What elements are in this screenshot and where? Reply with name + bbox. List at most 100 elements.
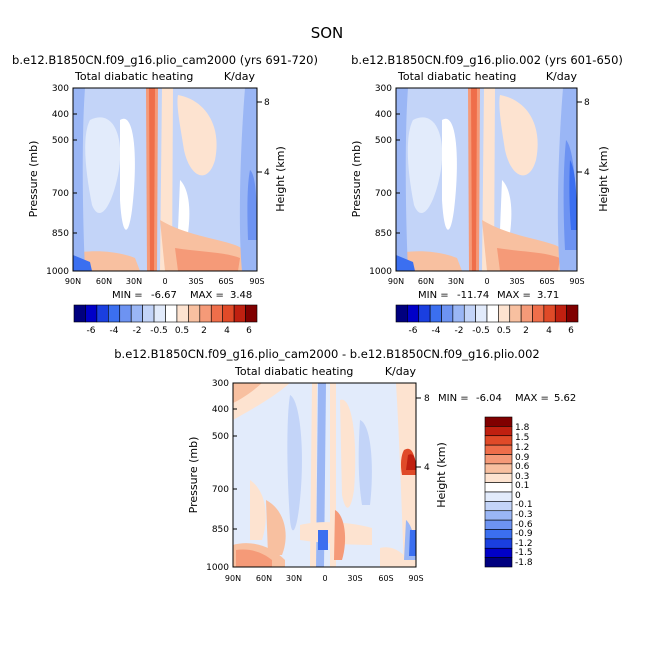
panel-2-cbar-label-5: 2	[523, 326, 529, 336]
panel-3-xtick-90n: 90N	[225, 574, 241, 583]
panel-1-field	[73, 88, 257, 271]
cbar2-swatch-13	[543, 304, 556, 323]
cbar2-swatch-11	[520, 304, 533, 323]
panel-1-xtick-60n: 60N	[96, 277, 112, 286]
panel-1-rtick-4: 4	[264, 168, 270, 178]
cbar1-swatch-8	[165, 304, 178, 323]
cbar1-swatch-4	[119, 304, 132, 323]
cbar3-swatch-9	[484, 501, 513, 512]
panel-1-frame	[72, 87, 258, 272]
cbar1-swatch-5	[130, 304, 143, 323]
cbar1-swatch-6	[142, 304, 155, 323]
panel-1-max-label: MAX =	[190, 290, 224, 301]
panel-3-max-label: MAX =	[515, 393, 549, 404]
panel-3-xtick-0: 0	[322, 574, 327, 583]
panel-1-ytick-400: 400	[52, 110, 69, 120]
panel-1-ytick-700: 700	[52, 189, 69, 199]
cbar2-swatch-3	[429, 304, 442, 323]
panel-1-min-label: MIN =	[112, 290, 143, 301]
panel-1-xtick-30s: 30S	[188, 277, 203, 286]
cbar3-swatch-14	[484, 547, 513, 558]
cbar3-swatch-11	[484, 519, 513, 530]
cbar3-swatch-13	[484, 538, 513, 549]
cbar3-swatch-4	[484, 454, 513, 465]
panel-1-max-value: 3.48	[230, 290, 252, 301]
panel-3-right-axis: 8 4	[416, 394, 430, 473]
panel-2-ylabel-right: Height (km)	[597, 146, 610, 212]
panel-3-cbar-label-11: -0.9	[515, 529, 533, 539]
panel-3-cbar-label-5: 0.3	[515, 472, 529, 482]
cbar3-swatch-15	[484, 557, 513, 568]
cbar1-swatch-13	[222, 304, 235, 323]
panel-3-ytick-400: 400	[212, 405, 229, 415]
panel-3-cbar-label-3: 0.9	[515, 453, 530, 463]
panel-2-xtick-30s: 30S	[509, 277, 524, 286]
panel-2-xtick-90n: 90N	[388, 277, 404, 286]
panel-3-rtick-4: 4	[424, 463, 430, 473]
panel-2-xtick-60n: 60N	[418, 277, 434, 286]
panel-2-rtick-8: 8	[584, 98, 590, 108]
panel-2-colorbar-labels: -6 -4 -2 -0.5 0.5 2 4 6	[409, 326, 575, 336]
panel-1-cbar-label-7: 6	[246, 326, 252, 336]
panel-3-cbar-label-8: -0.1	[515, 500, 533, 510]
panel-3-y-axis: 300 400 500 700 850 1000	[206, 379, 237, 573]
panel-3-colorbar	[484, 416, 513, 568]
cbar3-swatch-3	[484, 444, 513, 455]
panel-1-colorbar-labels: -6 -4 -2 -0.5 0.5 2 4 6	[87, 326, 253, 336]
panel-3-min-label: MIN =	[438, 393, 469, 404]
panel-2-x-axis: 90N 60N 30N 0 30S 60S 90S	[388, 277, 585, 286]
panel-3-subtitle: Total diabatic heating	[234, 365, 353, 378]
panel-2-ytick-300: 300	[375, 84, 392, 94]
panel-2-xtick-90s: 90S	[569, 277, 584, 286]
panel-2-cbar-label-7: 6	[568, 326, 574, 336]
cbar1-swatch-7	[153, 304, 166, 323]
cbar2-swatch-10	[509, 304, 522, 323]
cbar1-swatch-0	[73, 304, 86, 323]
panel-3-cbar-label-0: 1.8	[515, 423, 530, 433]
cbar2-swatch-1	[407, 304, 420, 323]
panel-3-cbar-label-14: -1.8	[515, 558, 533, 568]
cbar2-swatch-0	[395, 304, 408, 323]
panel-3-ytick-300: 300	[212, 379, 229, 389]
cbar2-swatch-2	[418, 304, 431, 323]
panel-3-ytick-700: 700	[212, 485, 229, 495]
panel-2-y-axis: 300 400 500 700 850 1000	[369, 84, 400, 277]
panel-2-colorbar	[395, 304, 579, 323]
panel-3-title: b.e12.B1850CN.f09_g16.plio_cam2000 - b.e…	[114, 347, 539, 361]
panel-2-ylabel: Pressure (mb)	[350, 141, 363, 218]
panel-2-title: b.e12.B1850CN.f09_g16.plio.002 (yrs 601-…	[351, 53, 623, 67]
panel-3-ylabel: Pressure (mb)	[187, 437, 200, 514]
panel-3-minmax: MIN = -6.04 MAX = 5.62	[438, 393, 576, 404]
panel-2-units: K/day	[546, 70, 578, 83]
cbar1-swatch-12	[210, 304, 223, 323]
cbar3-swatch-8	[484, 491, 513, 502]
panel-1-cbar-label-2: -2	[133, 326, 142, 336]
panel-2-frame	[395, 87, 578, 272]
panel-1-ytick-300: 300	[52, 84, 69, 94]
panel-1-cbar-label-1: -4	[110, 326, 119, 336]
panel-1-cbar-label-6: 4	[224, 326, 230, 336]
panel-3-ytick-1000: 1000	[206, 563, 229, 573]
panel-2-max-label: MAX =	[497, 290, 531, 301]
panel-1-cbar-label-4: 0.5	[175, 326, 189, 336]
panel-3-ytick-850: 850	[212, 525, 229, 535]
cbar2-swatch-12	[532, 304, 545, 323]
cbar3-swatch-5	[484, 463, 513, 474]
panel-3-cbar-label-13: -1.5	[515, 548, 533, 558]
panel-2-xtick-30n: 30N	[448, 277, 464, 286]
panel-3-cbar-label-4: 0.6	[515, 462, 530, 472]
panel-1-cbar-label-0: -6	[87, 326, 96, 336]
cbar2-swatch-7	[475, 304, 488, 323]
panel-3-max-value: 5.62	[554, 393, 576, 404]
cbar1-swatch-2	[96, 304, 109, 323]
cbar3-swatch-12	[484, 529, 513, 540]
cbar2-swatch-15	[566, 304, 579, 323]
panel-2-ytick-500: 500	[375, 136, 392, 146]
panel-1: b.e12.B1850CN.f09_g16.plio_cam2000 (yrs …	[12, 53, 318, 336]
panel-2-cbar-label-2: -2	[455, 326, 464, 336]
panel-3: b.e12.B1850CN.f09_g16.plio_cam2000 - b.e…	[114, 347, 576, 583]
panel-1-xtick-30n: 30N	[126, 277, 142, 286]
cbar3-swatch-0	[484, 416, 513, 427]
figure-title: SON	[311, 24, 344, 42]
panel-1-ylabel: Pressure (mb)	[27, 141, 40, 218]
